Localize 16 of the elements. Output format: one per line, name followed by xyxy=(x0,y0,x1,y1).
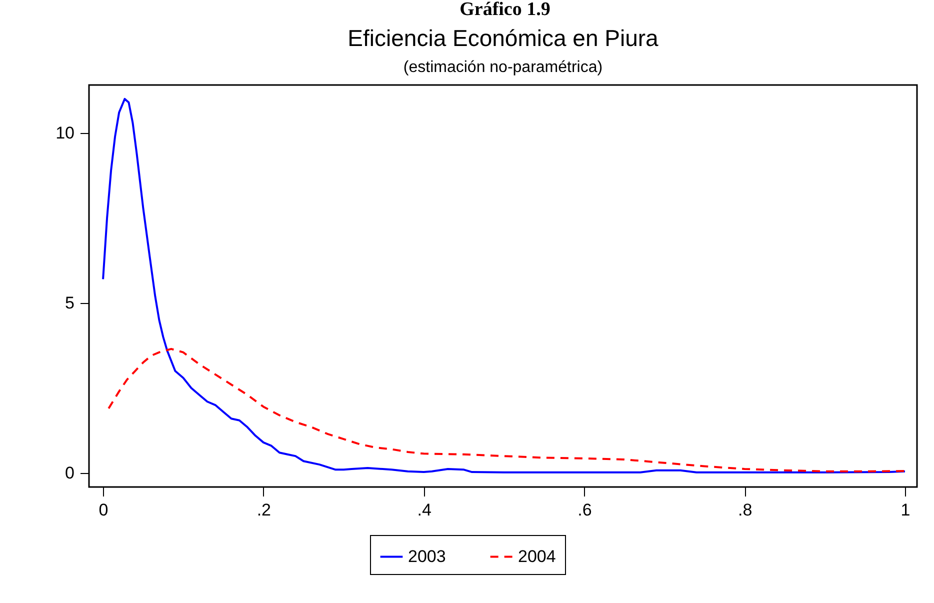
y-tick-label: 0 xyxy=(65,464,74,483)
x-tick-label: .6 xyxy=(578,500,592,520)
chart-subtitle: (estimación no-paramétrica) xyxy=(403,59,603,76)
line-series xyxy=(108,348,906,472)
x-tick-label: 1 xyxy=(900,500,910,520)
chart-title: Eficiencia Económica en Piura xyxy=(348,25,659,51)
x-tick-label: .2 xyxy=(256,500,272,520)
x-tick-label: .4 xyxy=(417,500,432,520)
x-tick-label: .8 xyxy=(738,500,752,520)
line-series xyxy=(102,98,906,474)
y-tick-label: 10 xyxy=(56,123,74,142)
legend-label: 2003 xyxy=(408,546,446,566)
legend-label: 2004 xyxy=(518,546,556,566)
text: Gráfico 1.9 xyxy=(458,0,552,20)
x-tick-label: 0 xyxy=(98,500,108,520)
y-tick-label: 5 xyxy=(65,294,74,313)
